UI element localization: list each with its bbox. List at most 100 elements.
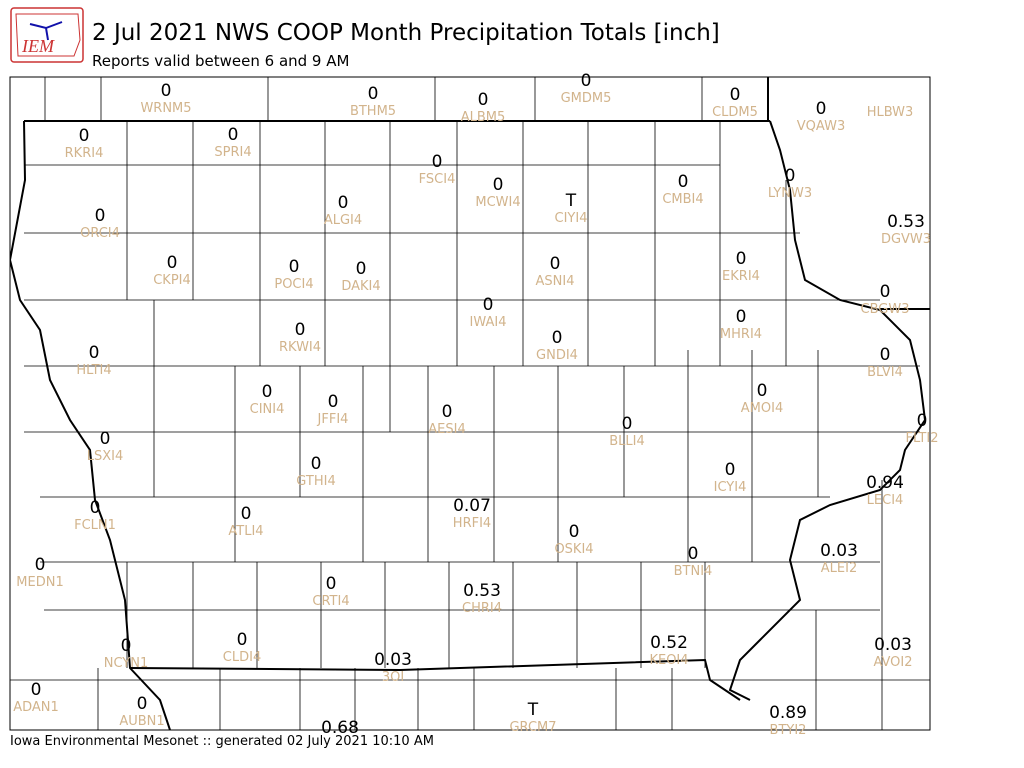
station-value: 0 [569,522,580,542]
station-id: MEDN1 [16,575,63,590]
station-value: 0.07 [453,496,491,516]
station-id: IWAI4 [470,315,507,330]
county-lines [10,77,930,730]
station-value: 0 [311,454,322,474]
station-id: FLTI2 [906,431,939,446]
station-value: 0 [237,630,248,650]
station-id: CHRI4 [462,601,502,616]
state-borders [10,77,930,730]
station-id: ADAN1 [13,700,59,715]
station-id: GNDI4 [536,348,578,363]
station-id: CLDM5 [712,105,758,120]
station-value: 0 [581,71,592,91]
station-id: MHRI4 [720,327,762,342]
station-id: SPRI4 [214,145,251,160]
station-id: LYNW3 [768,186,812,201]
station-id: MCWI4 [475,195,520,210]
station-id: CBGW3 [861,302,910,317]
station-value: 0 [622,414,633,434]
station-value: 0 [356,259,367,279]
station-value: T [527,700,539,720]
station-id: OSKI4 [554,542,593,557]
station-value: 0 [121,636,132,656]
station-id: HRFI4 [453,516,491,531]
station-id: AMOI4 [741,401,783,416]
station-value: 0 [328,392,339,412]
station-value: 0 [483,295,494,315]
station-value: 0 [785,166,796,186]
station-id: AESI4 [428,422,465,437]
station-value: 0.68 [321,718,359,738]
logo-text: IEM [21,36,55,56]
station-id: DAKI4 [341,279,380,294]
station-value: 0 [167,253,178,273]
station-id: GRCM7 [509,720,556,735]
station-value: 0.03 [874,635,912,655]
station-id: CRTI4 [312,594,349,609]
station-id: ORCI4 [80,226,120,241]
station-id: ALGI4 [324,213,362,228]
station-value: 0 [688,544,699,564]
station-value: 0 [736,307,747,327]
station-value: 0 [757,381,768,401]
station-id: ASNI4 [536,274,575,289]
station-id: WRNM5 [140,101,191,116]
station-value: 0 [79,126,90,146]
station-id: CKPI4 [153,273,191,288]
station-value: 0 [736,249,747,269]
station-value: 0 [241,504,252,524]
station-value: 0 [137,694,148,714]
station-value: 0 [228,125,239,145]
station-value: 0.03 [374,650,412,670]
station-value: 0 [816,99,827,119]
station-id: LECI4 [867,493,904,508]
station-value: 0 [90,498,101,518]
station-value: 0 [550,254,561,274]
station-id: EKRI4 [722,269,760,284]
station-value: 0 [326,574,337,594]
station-id: BLVI4 [867,365,903,380]
station-id: AVOI2 [873,655,912,670]
map-area [10,77,930,730]
station-value: T [565,191,577,211]
station-value: 0 [678,172,689,192]
station-id: GTHI4 [296,474,335,489]
station-value: 0 [100,429,111,449]
station-value: 0.89 [769,703,807,723]
station-value: 0.52 [650,633,688,653]
station-value: 0 [478,90,489,110]
station-id: AUBN1 [119,714,164,729]
station-value: 0 [368,84,379,104]
footer: Iowa Environmental Mesonet :: generated … [10,734,434,749]
station-value: 0 [338,193,349,213]
station-value: 0 [31,680,42,700]
station-id: CIYI4 [555,211,588,226]
station-value: 0 [552,328,563,348]
title: 2 Jul 2021 NWS COOP Month Precipitation … [92,20,720,46]
station-id: JFFI4 [317,412,349,427]
station-id: RKRI4 [65,146,104,161]
station-id: BTHM5 [350,104,396,119]
station-value: 0.94 [866,473,904,493]
station-id: HLTI4 [76,363,111,378]
station-value: 0 [917,411,928,431]
station-value: 0 [730,85,741,105]
station-value: 0 [262,382,273,402]
station-id: BTYI2 [770,723,807,738]
station-id: RKWI4 [279,340,321,355]
station-id: BTNI4 [674,564,713,579]
station-value: 0 [289,257,300,277]
subtitle: Reports valid between 6 and 9 AM [92,52,349,70]
station-id: BLLI4 [609,434,645,449]
station-id: LSXI4 [87,449,124,464]
station-value: 0 [35,555,46,575]
station-value: 0 [432,152,443,172]
logo: IEM [10,7,84,63]
station-id: CMBI4 [662,192,703,207]
station-id: HLBW3 [867,105,914,120]
station-id: DGVW3 [881,232,931,247]
station-id: ALEI2 [821,561,857,576]
station-value: 0 [95,206,106,226]
station-id: ALBM5 [461,110,506,125]
